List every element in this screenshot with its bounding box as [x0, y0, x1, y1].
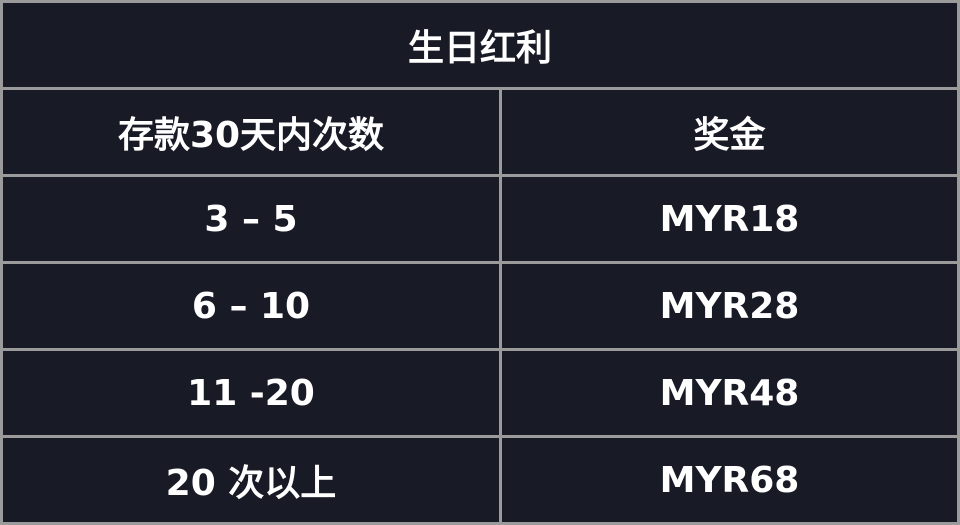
deposit-count-cell: 6 – 10 [0, 261, 502, 351]
header-deposit-count: 存款30天内次数 [0, 87, 502, 177]
deposit-count-cell: 11 -20 [0, 348, 502, 438]
bonus-cell: MYR28 [499, 261, 960, 351]
bonus-cell: MYR68 [499, 435, 960, 525]
bonus-cell: MYR18 [499, 174, 960, 264]
table-row: 20 次以上 MYR68 [0, 435, 960, 525]
deposit-count-cell: 20 次以上 [0, 435, 502, 525]
bonus-cell: MYR48 [499, 348, 960, 438]
table-row: 6 – 10 MYR28 [0, 261, 960, 351]
header-row: 存款30天内次数 奖金 [0, 87, 960, 177]
header-bonus: 奖金 [499, 87, 960, 177]
table-title: 生日红利 [0, 0, 960, 90]
table-row: 3 – 5 MYR18 [0, 174, 960, 264]
table-row: 11 -20 MYR48 [0, 348, 960, 438]
deposit-count-cell: 3 – 5 [0, 174, 502, 264]
